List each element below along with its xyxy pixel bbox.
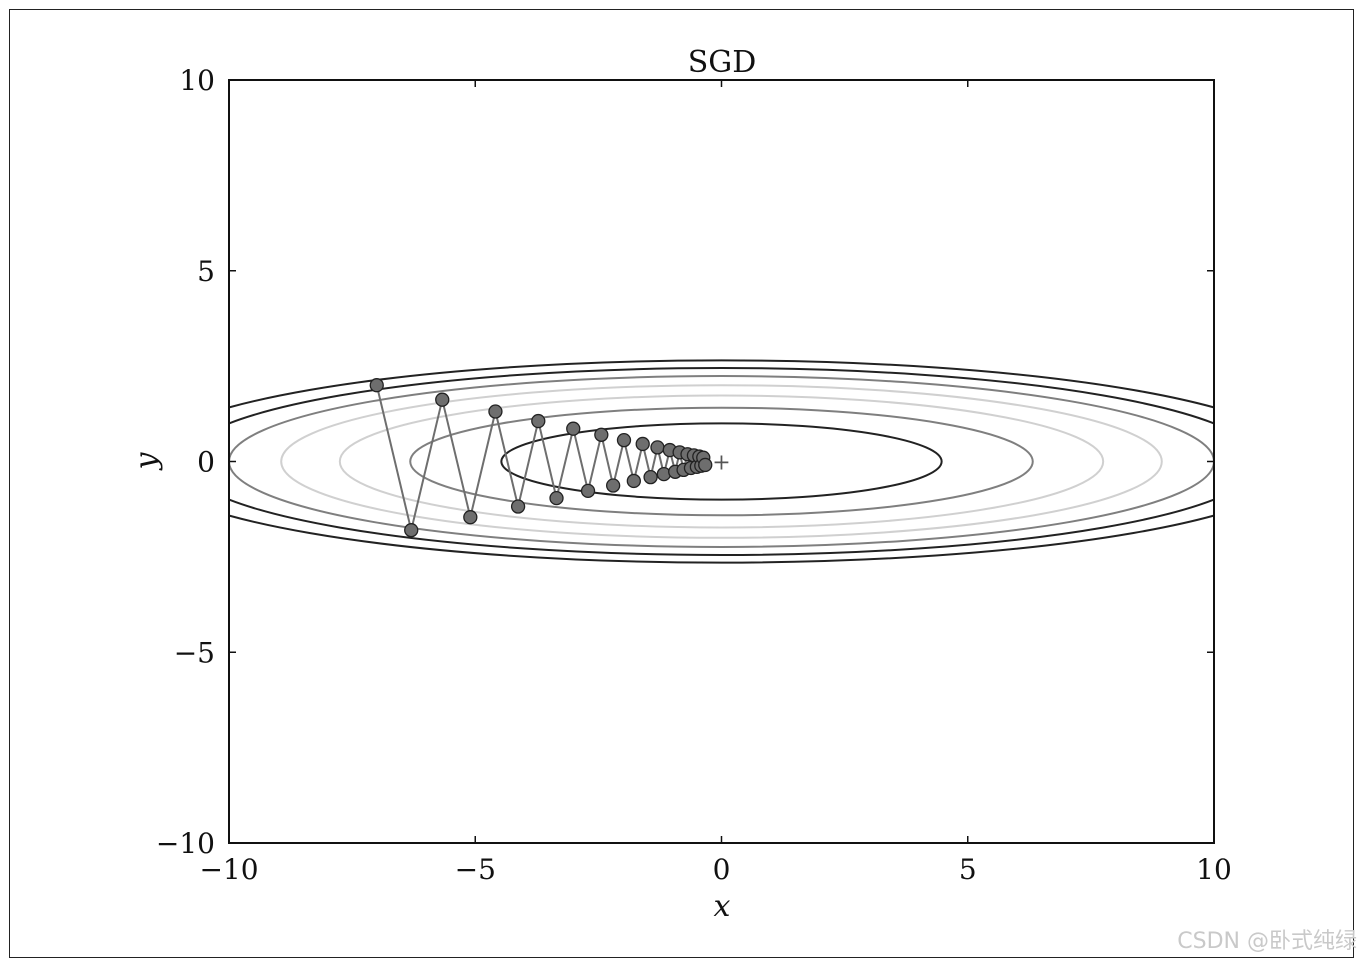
path-point — [488, 404, 503, 419]
optimizer-path — [369, 378, 713, 538]
contour-level-6 — [229, 367, 1214, 556]
y-tick-label: −10 — [156, 827, 215, 860]
path-point — [404, 523, 419, 538]
chart-title: SGD — [688, 45, 757, 80]
minimum-marker: + — [712, 451, 730, 476]
contour-level-4 — [280, 384, 1163, 539]
path-point — [650, 440, 665, 455]
path-point — [369, 378, 384, 393]
path-point — [606, 478, 621, 493]
path-point — [635, 436, 650, 452]
contour-level-5 — [229, 375, 1214, 548]
path-point — [580, 483, 596, 499]
path-point — [549, 490, 564, 506]
path-point — [435, 392, 450, 407]
watermark: CSDN @卧式纯绿 — [1177, 929, 1357, 954]
contour-level-1 — [500, 422, 943, 501]
y-tick-label: −5 — [174, 636, 215, 669]
x-tick-label: −10 — [199, 853, 258, 886]
y-tick-label: 0 — [197, 446, 215, 479]
contour-level-3 — [338, 394, 1105, 529]
path-point — [463, 510, 478, 525]
figure-frame — [9, 9, 1354, 958]
x-tick-label: 0 — [713, 853, 731, 886]
y-tick-label: 5 — [197, 255, 215, 288]
contour-level-2 — [409, 406, 1034, 517]
contour-level-7 — [229, 359, 1214, 564]
path-point — [643, 469, 658, 485]
path-point — [594, 427, 609, 442]
y-tick-label: 10 — [179, 64, 215, 97]
contour-lines: + — [229, 359, 1214, 564]
y-axis-label: y — [129, 451, 164, 471]
path-point — [531, 413, 546, 429]
path-line — [375, 384, 707, 531]
path-point — [510, 499, 526, 514]
path-point — [698, 457, 713, 473]
x-axis-label: x — [714, 889, 731, 924]
x-tick-label: 10 — [1196, 853, 1232, 886]
x-tick-label: −5 — [455, 853, 496, 886]
path-point — [626, 473, 641, 489]
path-point — [566, 421, 581, 436]
axis-ticks: −10 −5 0 5 10 −10 −5 0 5 10 — [156, 64, 1232, 886]
path-point — [616, 432, 632, 448]
x-tick-label: 5 — [959, 853, 977, 886]
